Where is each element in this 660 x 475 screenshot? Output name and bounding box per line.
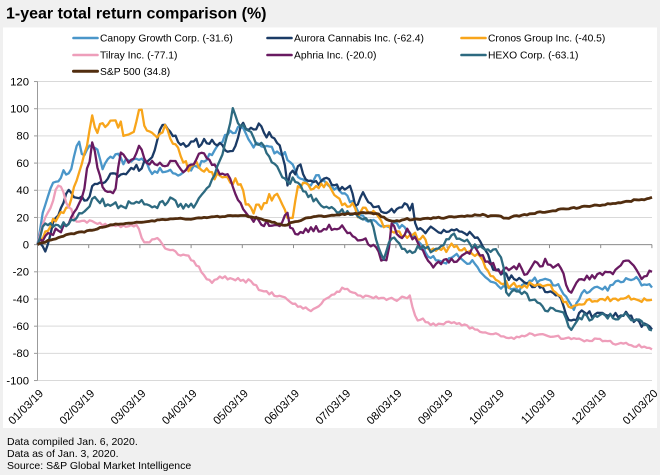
svg-text:0: 0 xyxy=(23,239,29,251)
svg-text:HEXO Corp. (-63.1): HEXO Corp. (-63.1) xyxy=(488,51,578,62)
svg-text:-100: -100 xyxy=(6,375,29,387)
svg-text:100: 100 xyxy=(10,104,29,116)
svg-text:-20: -20 xyxy=(13,267,29,279)
svg-text:1-year total return comparison: 1-year total return comparison (%) xyxy=(6,6,267,23)
svg-text:-40: -40 xyxy=(13,294,29,306)
svg-text:Canopy Growth Corp. (-31.6): Canopy Growth Corp. (-31.6) xyxy=(100,34,233,45)
svg-text:20: 20 xyxy=(16,212,29,224)
svg-text:Cronos Group Inc. (-40.5): Cronos Group Inc. (-40.5) xyxy=(488,34,605,45)
svg-text:-80: -80 xyxy=(13,348,29,360)
svg-text:120: 120 xyxy=(10,76,29,88)
svg-text:Data compiled Jan. 6, 2020.: Data compiled Jan. 6, 2020. xyxy=(7,436,138,448)
svg-text:Source: S&P Global Market Inte: Source: S&P Global Market Intelligence xyxy=(7,460,191,472)
svg-text:Tilray Inc. (-77.1): Tilray Inc. (-77.1) xyxy=(100,51,177,62)
svg-text:Aurora Cannabis Inc. (-62.4): Aurora Cannabis Inc. (-62.4) xyxy=(294,34,424,45)
svg-text:S&P 500 (34.8): S&P 500 (34.8) xyxy=(100,67,170,78)
svg-text:60: 60 xyxy=(16,158,29,170)
svg-text:Data as of Jan. 3, 2020.: Data as of Jan. 3, 2020. xyxy=(7,448,119,460)
svg-text:80: 80 xyxy=(16,131,29,143)
svg-text:Aphria Inc. (-20.0): Aphria Inc. (-20.0) xyxy=(294,51,376,62)
svg-text:40: 40 xyxy=(16,185,29,197)
svg-text:-60: -60 xyxy=(13,321,29,333)
